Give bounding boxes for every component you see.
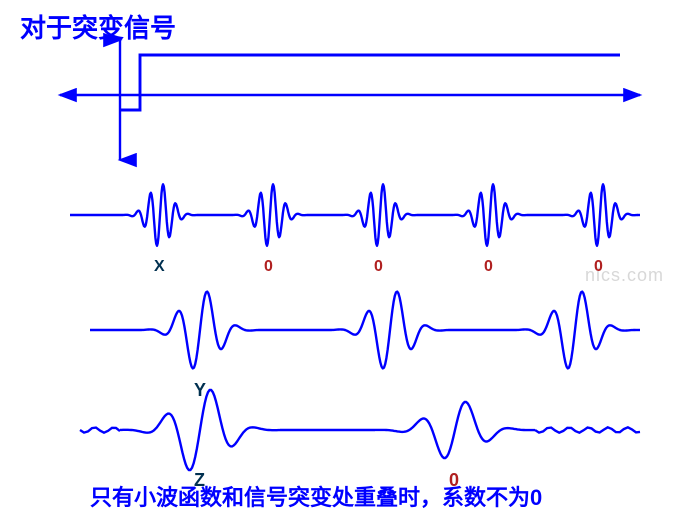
zero-label: 0 [594, 258, 603, 276]
coef-label-y: Y [194, 380, 206, 401]
zero-label: 0 [449, 470, 459, 491]
caption-text: 只有小波函数和信号突变处重叠时，系数不为0 [90, 480, 542, 512]
main-title: 对于突变信号 [20, 8, 176, 45]
zero-label: 0 [484, 258, 493, 276]
coef-label-z: Z [194, 470, 205, 491]
zero-label: 0 [264, 258, 273, 276]
zero-label: 0 [374, 258, 383, 276]
diagram-canvas [0, 0, 677, 522]
coef-label-x: X [154, 258, 165, 276]
